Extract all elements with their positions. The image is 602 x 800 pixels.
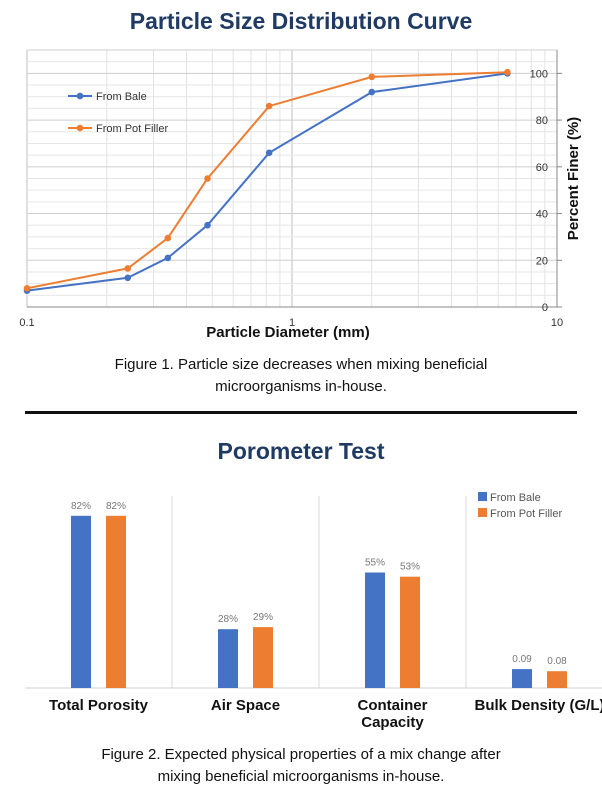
bar	[71, 515, 91, 688]
data-label: 55%	[365, 558, 385, 569]
figure2-caption: Figure 2. Expected physical properties o…	[0, 744, 602, 788]
data-label: 28%	[218, 614, 238, 625]
legend-swatch	[478, 508, 487, 517]
legend-label: From Bale	[490, 492, 541, 504]
category-label: Container	[357, 697, 427, 714]
legend: From Bale From Pot Filler	[68, 91, 168, 135]
figure2-caption-line2: mixing beneficial microorganisms in-hous…	[157, 768, 445, 785]
data-label: 29%	[253, 612, 273, 623]
series-1	[23, 68, 511, 292]
x-tick-label: 1	[289, 317, 295, 329]
bar	[218, 629, 238, 688]
y-tick-label: 80	[536, 115, 548, 127]
bar	[253, 627, 273, 688]
x-tick-label: 10	[551, 317, 563, 329]
category-label: Bulk Density (G/L)	[474, 697, 602, 714]
legend: From Bale From Pot Filler	[478, 492, 562, 520]
y-tick-label: 40	[536, 209, 548, 221]
series-0	[23, 70, 511, 294]
data-label: 53%	[400, 562, 420, 573]
data-label: 82%	[106, 501, 126, 512]
bar	[365, 572, 385, 688]
data-point	[164, 254, 172, 262]
category-label: Total Porosity	[49, 697, 149, 714]
data-point	[204, 175, 211, 182]
category-label: Air Space	[211, 697, 280, 714]
x-axis-label: Particle Diameter (mm)	[206, 324, 369, 341]
bar	[106, 515, 126, 688]
bar	[400, 576, 420, 688]
data-point	[368, 88, 376, 96]
data-point	[265, 102, 273, 110]
legend-label: From Bale	[96, 91, 147, 103]
figure1-caption-line1: Figure 1. Particle size decreases when m…	[114, 356, 488, 373]
category-label: Capacity	[361, 714, 424, 731]
porometer-chart: 82% 82% Total Porosity 28% 29% Air Space 55% 53…	[25, 492, 602, 731]
bar	[512, 669, 532, 688]
legend-label: From Pot Filler	[96, 123, 168, 135]
data-point	[204, 221, 211, 229]
legend-marker	[76, 124, 84, 132]
data-point	[23, 285, 31, 292]
y-tick-label: 20	[536, 255, 548, 267]
legend-label: From Pot Filler	[490, 508, 562, 520]
figure1-title: Particle Size Distribution Curve	[129, 8, 473, 34]
figure1-caption: Figure 1. Particle size decreases when m…	[0, 354, 602, 398]
data-point	[265, 149, 273, 157]
data-label: 82%	[71, 501, 91, 512]
data-label: 0.09	[512, 654, 532, 665]
data-point	[164, 234, 172, 242]
data-point	[368, 73, 376, 81]
data-point	[124, 274, 132, 282]
figure1-caption-line2: microorganisms in-house.	[215, 378, 387, 395]
figure2-title: Porometer Test	[217, 438, 385, 464]
particle-size-chart: 0 20 40 60 80 100 0.1 1 10 Particle Diameter (mm)…	[19, 49, 582, 341]
bar	[547, 671, 567, 688]
section-divider	[25, 411, 577, 414]
y-tick-label: 100	[530, 68, 548, 80]
y-axis-label: Percent Finer (%)	[565, 117, 582, 240]
legend-swatch	[478, 492, 487, 501]
legend-marker	[76, 92, 84, 100]
y-tick-label: 0	[542, 302, 548, 314]
x-tick-label: 0.1	[19, 317, 34, 329]
data-point	[504, 68, 511, 76]
figure2-caption-line1: Figure 2. Expected physical properties o…	[101, 746, 501, 763]
chart1-grid	[26, 49, 558, 308]
data-label: 0.08	[547, 656, 567, 667]
data-point	[124, 265, 132, 272]
y-tick-label: 60	[536, 162, 548, 174]
